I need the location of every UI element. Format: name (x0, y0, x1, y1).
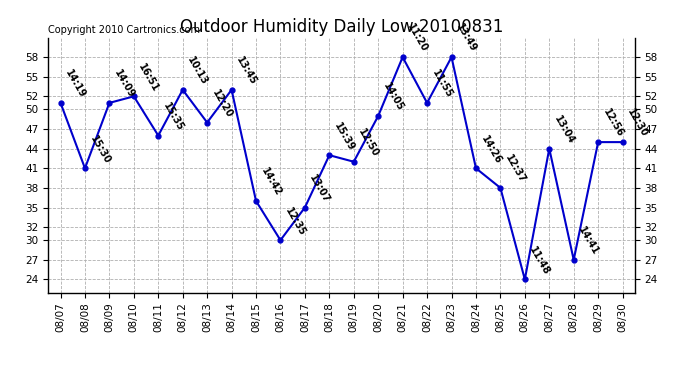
Text: 16:51: 16:51 (137, 62, 161, 94)
Text: 13:07: 13:07 (308, 173, 332, 205)
Text: 12:35: 12:35 (283, 206, 307, 237)
Text: 14:26: 14:26 (479, 134, 503, 165)
Text: 12:56: 12:56 (601, 108, 625, 140)
Text: 14:05: 14:05 (381, 81, 405, 113)
Text: 11:55: 11:55 (430, 68, 454, 100)
Text: 12:37: 12:37 (503, 153, 527, 185)
Text: 12:30: 12:30 (625, 108, 649, 140)
Text: 10:13: 10:13 (186, 55, 210, 87)
Text: 15:39: 15:39 (332, 121, 356, 152)
Title: Outdoor Humidity Daily Low 20100831: Outdoor Humidity Daily Low 20100831 (180, 18, 503, 36)
Text: 14:41: 14:41 (576, 225, 600, 257)
Text: 14:19: 14:19 (63, 68, 88, 100)
Text: Copyright 2010 Cartronics.com: Copyright 2010 Cartronics.com (48, 25, 200, 35)
Text: 13:04: 13:04 (552, 114, 576, 146)
Text: 13:45: 13:45 (235, 55, 259, 87)
Text: 14:42: 14:42 (259, 166, 283, 198)
Text: 12:20: 12:20 (210, 88, 234, 120)
Text: 11:20: 11:20 (406, 22, 430, 54)
Text: 14:09: 14:09 (112, 68, 137, 100)
Text: 12:50: 12:50 (357, 127, 381, 159)
Text: 15:35: 15:35 (161, 101, 185, 133)
Text: 15:30: 15:30 (88, 134, 112, 165)
Text: 13:49: 13:49 (454, 22, 478, 54)
Text: 11:48: 11:48 (528, 245, 552, 277)
